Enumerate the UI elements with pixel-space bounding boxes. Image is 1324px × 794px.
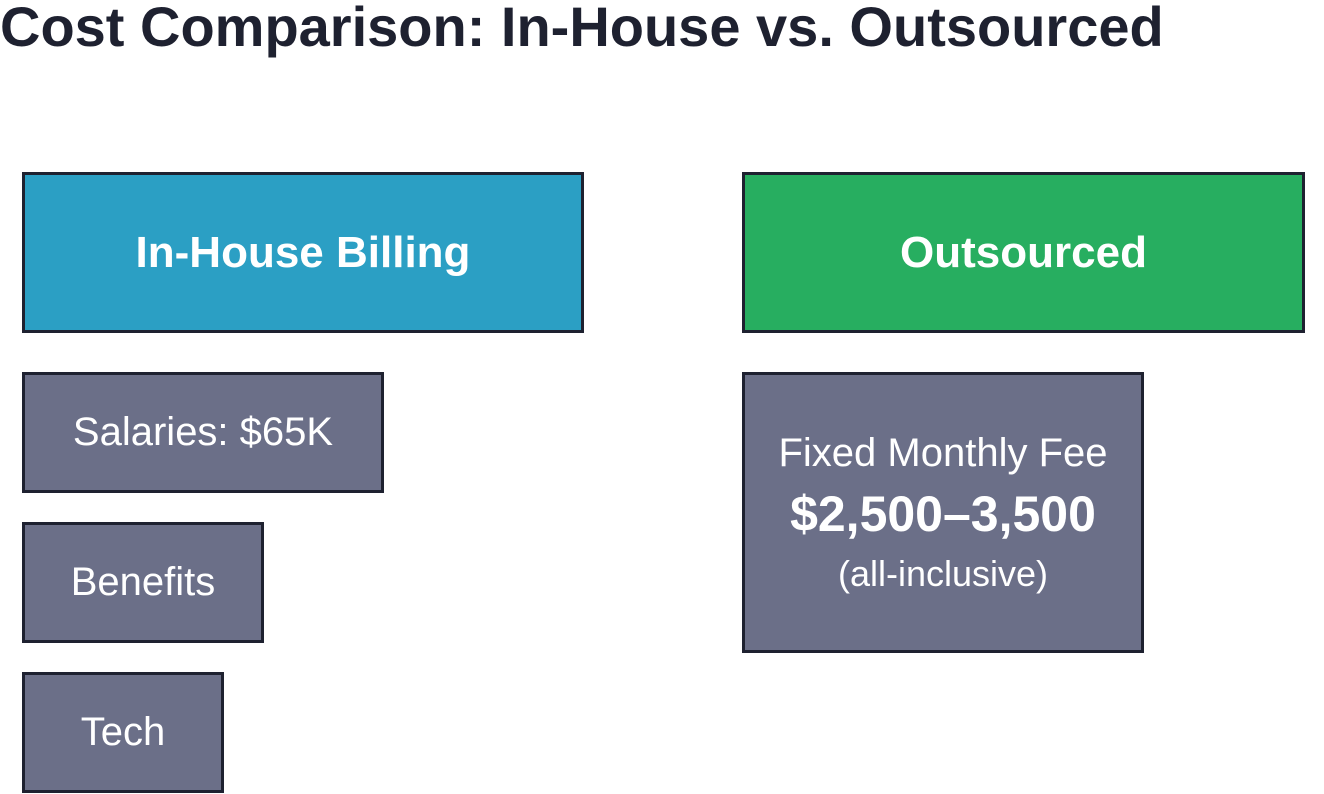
item-text: Tech [80, 710, 166, 754]
fee-box: Fixed Monthly Fee $2,500–3,500 (all-incl… [742, 372, 1144, 653]
header-text: In-House Billing [135, 227, 471, 277]
title: Cost Comparison: In-House vs. Outsourced [0, 0, 1164, 58]
cost-item: Salaries: $65K [22, 372, 384, 493]
cost-item: Benefits [22, 522, 264, 643]
item-text: Salaries: $65K [72, 410, 334, 454]
item-text: Benefits [70, 560, 216, 604]
cost-item: Tech [22, 672, 224, 793]
fee-note: (all-inclusive) [837, 552, 1049, 594]
fee-amount: $2,500–3,500 [790, 485, 1096, 542]
header-text: Outsourced [900, 227, 1147, 277]
fee-label: Fixed Monthly Fee [778, 430, 1108, 475]
in-house-header: In-House Billing [22, 172, 584, 333]
outsourced-header: Outsourced [742, 172, 1305, 333]
